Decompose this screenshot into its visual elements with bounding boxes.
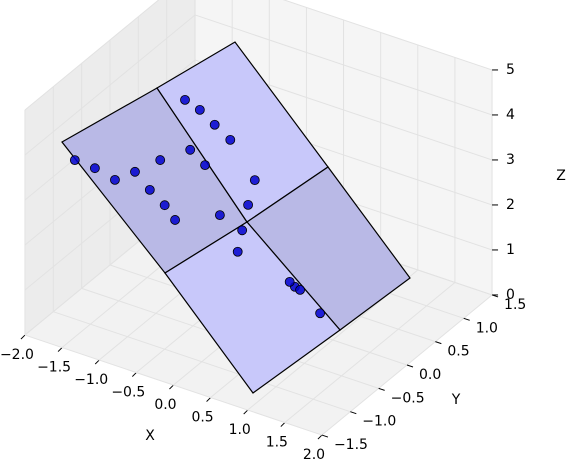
z-tick-label: 0 (506, 287, 515, 303)
point (130, 166, 140, 177)
point (315, 308, 326, 319)
point (249, 175, 260, 186)
point (200, 160, 210, 171)
y-tick-label: −1.5 (334, 437, 368, 453)
y-tick-label: 1.5 (504, 297, 526, 313)
y-tick-label: 0.0 (419, 367, 441, 383)
point (194, 104, 205, 115)
tick-mark (169, 384, 174, 390)
x-tick-label: −1.5 (37, 360, 71, 376)
point (284, 276, 295, 287)
x-tick-label: −0.5 (111, 385, 145, 401)
x-axis-label: X (145, 428, 155, 444)
y-tick-label: −1.0 (362, 414, 396, 430)
tick-mark (317, 434, 323, 440)
point (295, 284, 305, 295)
planes (61, 41, 411, 394)
z-tick-label: 5 (506, 62, 515, 78)
points (69, 95, 326, 319)
grid-line (24, 0, 160, 111)
x-tick-label: −2.0 (0, 347, 34, 363)
tick-mark (20, 334, 26, 340)
grid-line (24, 14, 196, 156)
tick-mark (350, 411, 357, 415)
tick-mark (94, 359, 100, 365)
tick-mark (243, 409, 249, 415)
tick-mark (463, 317, 470, 321)
point (159, 200, 170, 211)
grid-line (24, 334, 323, 436)
x-tick-label: −1.0 (74, 372, 108, 388)
y-axis-label: Y (451, 392, 461, 408)
tick-mark (131, 372, 137, 377)
point (110, 174, 120, 185)
point (69, 155, 80, 166)
z-tick-label: 2 (506, 197, 515, 213)
x-tick-label: 0.5 (191, 410, 213, 426)
x-tick-label: 1.0 (229, 422, 251, 438)
z-tick-label: 3 (506, 152, 515, 168)
tick-mark (378, 387, 385, 391)
point (185, 144, 196, 155)
z-tick-label: 1 (506, 242, 515, 258)
point (89, 163, 100, 174)
x-tick-label: 0.0 (154, 397, 176, 413)
y-tick-label: −0.5 (391, 390, 425, 406)
grid-line (194, 14, 493, 116)
z-tick-label: 4 (506, 107, 515, 123)
plane-quadrant (164, 221, 341, 394)
y-tick-label: 0.5 (447, 344, 469, 360)
grid-line (282, 0, 493, 71)
point (237, 225, 248, 236)
x-tick-label: 2.0 (303, 447, 325, 461)
y-tick-label: 1.0 (476, 320, 498, 336)
grid-line (53, 311, 351, 413)
tick-mark (206, 397, 211, 402)
tick-mark (435, 341, 442, 345)
tick-mark (57, 347, 63, 352)
point (243, 199, 254, 210)
point (214, 210, 225, 221)
point (144, 184, 155, 195)
point (232, 246, 243, 257)
point (209, 119, 220, 130)
tick-mark (321, 434, 329, 438)
point (170, 215, 180, 225)
point (225, 134, 236, 145)
point (180, 95, 190, 105)
z-axis-label: Z (556, 168, 566, 184)
tick-mark (280, 422, 286, 427)
tick-mark (406, 364, 414, 368)
point (155, 155, 166, 165)
x-tick-label: 1.5 (266, 435, 288, 451)
